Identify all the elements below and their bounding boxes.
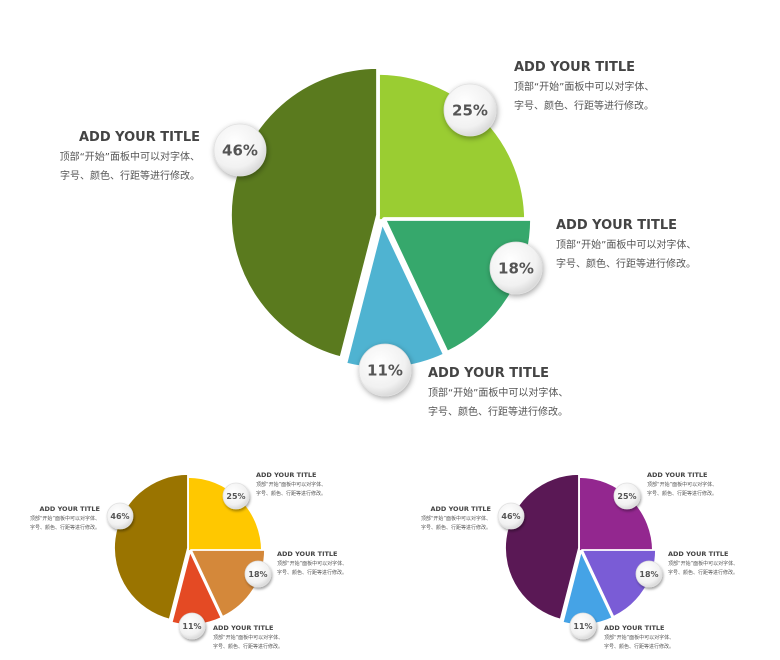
main-label-25: ADD YOUR TITLE 顶部“开始”面板中可以对字体、 字号、颜色、行距等… [514, 60, 654, 112]
annotation-title: ADD YOUR TITLE [556, 218, 677, 233]
orange-chart: 25% 18% 11% 46% ADD YOUR TITLE 顶部“开始”面板中可以对… [0, 440, 390, 660]
annotation-title: ADD YOUR TITLE [647, 471, 708, 479]
purple-chart: 25% 18% 11% 46% ADD YOUR TITLE 顶部“开始”面板中可以对… [390, 440, 780, 660]
purple-label-46: ADD YOUR TITLE 顶部“开始”面板中可以对字体、 字号、颜色、行距等… [421, 505, 491, 531]
annotation-title: ADD YOUR TITLE [514, 60, 635, 75]
annotation-title: ADD YOUR TITLE [668, 550, 729, 558]
annotation-desc-1: 顶部“开始”面板中可以对字体、 [514, 82, 655, 93]
pie-slice-46 [113, 473, 189, 621]
percent-badge [244, 560, 272, 588]
annotation-title: ADD YOUR TITLE [79, 130, 200, 145]
percent-label: 25% [452, 101, 488, 119]
annotation-desc-2: 字号、颜色、行距等进行修改。 [604, 644, 675, 650]
annotation-desc-1: 顶部“开始”面板中可以对字体、 [277, 561, 348, 567]
main-pie-svg: 25% 18% 11% 46% [213, 65, 543, 397]
orange-label-46: ADD YOUR TITLE 顶部“开始”面板中可以对字体、 字号、颜色、行距等… [30, 505, 100, 531]
percent-badge [613, 482, 641, 510]
percent-label: 18% [498, 259, 534, 277]
main-chart: 25% 18% 11% 46% ADD YOUR TITLE 顶部“开始”面板中可以对… [60, 60, 697, 418]
percent-label: 46% [222, 141, 258, 159]
annotation-title: ADD YOUR TITLE [430, 505, 492, 513]
percent-badge [443, 83, 497, 137]
main-label-46: ADD YOUR TITLE 顶部“开始”面板中可以对字体、 字号、颜色、行距等… [60, 130, 200, 182]
main-label-11: ADD YOUR TITLE 顶部“开始”面板中可以对字体、 字号、颜色、行距等… [428, 366, 568, 418]
annotation-desc-1: 顶部“开始”面板中可以对字体、 [604, 635, 675, 641]
percent-label: 18% [248, 570, 267, 579]
annotation-desc-2: 字号、颜色、行距等进行修改。 [213, 644, 284, 650]
annotation-desc-2: 字号、颜色、行距等进行修改。 [29, 525, 100, 531]
percent-label: 46% [501, 512, 520, 521]
annotation-desc-1: 顶部“开始”面板中可以对字体、 [556, 240, 697, 251]
orange-pie-svg: 25% 18% 11% 46% [106, 473, 272, 640]
purple-label-11: ADD YOUR TITLE 顶部“开始”面板中可以对字体、 字号、颜色、行距等… [604, 624, 674, 650]
percent-label: 11% [367, 361, 403, 379]
pie-slice-46 [228, 65, 380, 361]
annotation-desc-2: 字号、颜色、行距等进行修改。 [668, 570, 739, 576]
annotation-desc-2: 字号、颜色、行距等进行修改。 [60, 171, 200, 182]
purple-label-25: ADD YOUR TITLE 顶部“开始”面板中可以对字体、 字号、颜色、行距等… [647, 471, 717, 497]
percent-badge [489, 241, 543, 295]
annotation-desc-2: 字号、颜色、行距等进行修改。 [428, 407, 568, 418]
orange-label-25: ADD YOUR TITLE 顶部“开始”面板中可以对字体、 字号、颜色、行距等… [256, 471, 326, 497]
percent-label: 11% [182, 622, 201, 631]
annotation-title: ADD YOUR TITLE [256, 471, 317, 479]
percent-badge [358, 343, 412, 397]
annotation-desc-1: 顶部“开始”面板中可以对字体、 [213, 635, 284, 641]
pie-slice-25 [578, 476, 654, 552]
annotation-title: ADD YOUR TITLE [277, 550, 338, 558]
annotation-desc-1: 顶部“开始”面板中可以对字体、 [256, 482, 327, 488]
percent-label: 46% [110, 512, 129, 521]
main-label-18: ADD YOUR TITLE 顶部“开始”面板中可以对字体、 字号、颜色、行距等… [556, 218, 696, 270]
annotation-desc-2: 字号、颜色、行距等进行修改。 [256, 491, 327, 497]
annotation-desc-2: 字号、颜色、行距等进行修改。 [514, 101, 654, 112]
pie-slice-18 [581, 549, 657, 618]
percent-badge [635, 560, 663, 588]
annotation-desc-1: 顶部“开始”面板中可以对字体、 [647, 482, 718, 488]
orange-label-18: ADD YOUR TITLE 顶部“开始”面板中可以对字体、 字号、颜色、行距等… [277, 550, 347, 576]
annotation-desc-2: 字号、颜色、行距等进行修改。 [277, 570, 348, 576]
percent-badge [106, 502, 134, 530]
annotation-title: ADD YOUR TITLE [39, 505, 101, 513]
percent-badge [497, 502, 525, 530]
pie-slice-25 [187, 476, 263, 552]
purple-pie-svg: 25% 18% 11% 46% [497, 473, 663, 640]
pie-slice-46 [504, 473, 580, 621]
annotation-desc-1: 顶部“开始”面板中可以对字体、 [420, 516, 491, 522]
annotation-title: ADD YOUR TITLE [428, 366, 549, 381]
purple-label-18: ADD YOUR TITLE 顶部“开始”面板中可以对字体、 字号、颜色、行距等… [668, 550, 738, 576]
annotation-title: ADD YOUR TITLE [213, 624, 274, 632]
annotation-desc-1: 顶部“开始”面板中可以对字体、 [29, 516, 100, 522]
orange-label-11: ADD YOUR TITLE 顶部“开始”面板中可以对字体、 字号、颜色、行距等… [213, 624, 283, 650]
percent-label: 25% [226, 492, 245, 501]
annotation-desc-2: 字号、颜色、行距等进行修改。 [420, 525, 491, 531]
percent-label: 18% [639, 570, 658, 579]
percent-badge [213, 123, 267, 177]
annotation-title: ADD YOUR TITLE [604, 624, 665, 632]
annotation-desc-2: 字号、颜色、行距等进行修改。 [556, 259, 696, 270]
annotation-desc-1: 顶部“开始”面板中可以对字体、 [59, 152, 200, 163]
pie-slice-18 [190, 549, 266, 618]
annotation-desc-1: 顶部“开始”面板中可以对字体、 [428, 388, 569, 399]
percent-badge [222, 482, 250, 510]
percent-badge [569, 612, 597, 640]
percent-label: 11% [573, 622, 592, 631]
percent-badge [178, 612, 206, 640]
percent-label: 25% [617, 492, 636, 501]
annotation-desc-2: 字号、颜色、行距等进行修改。 [647, 491, 718, 497]
annotation-desc-1: 顶部“开始”面板中可以对字体、 [668, 561, 739, 567]
